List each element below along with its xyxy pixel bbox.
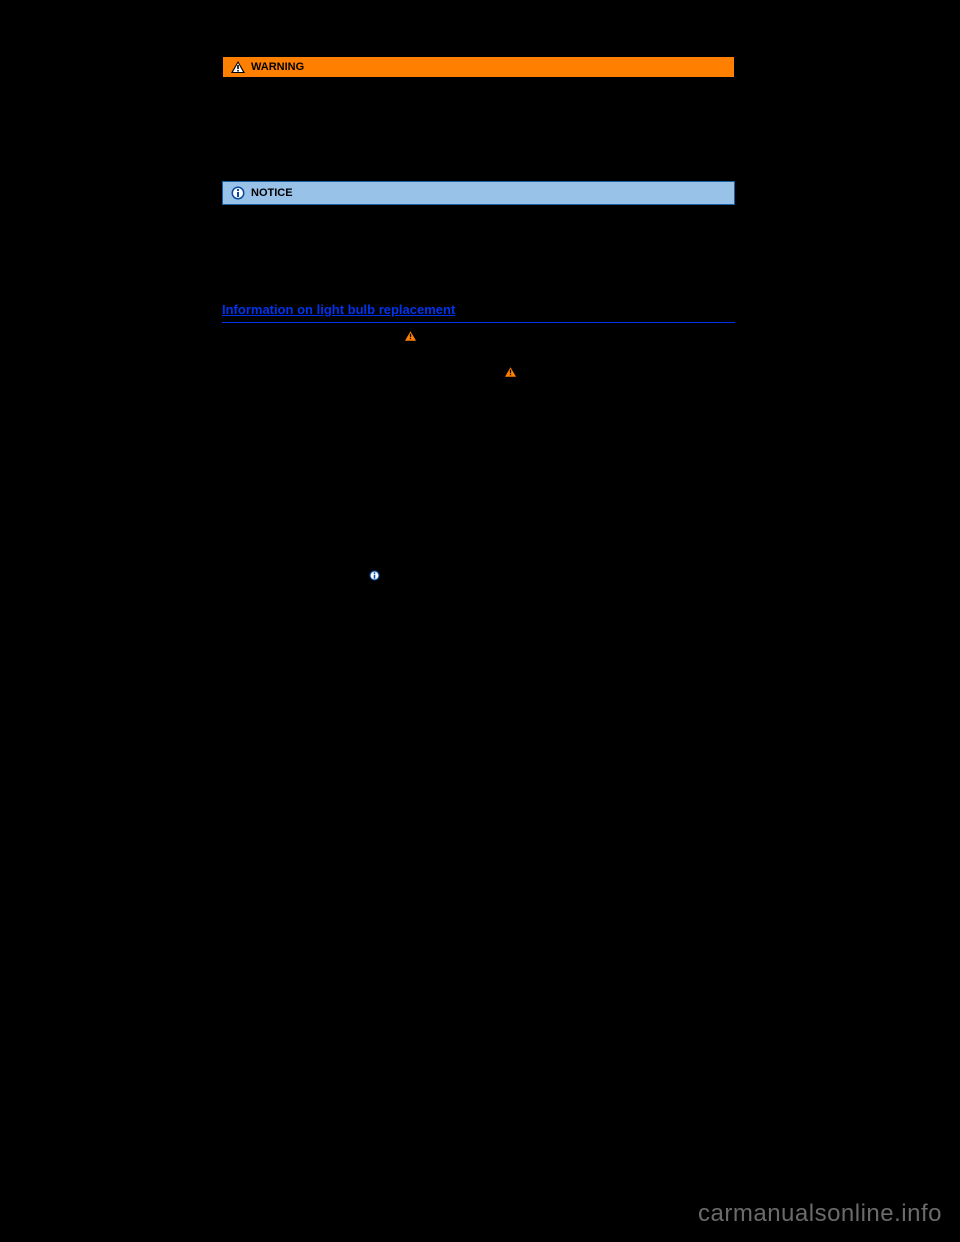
section-p1a: Please read and heed the WARNINGS [222,330,405,342]
warning-p3: Never replace a bulb unless you are fami… [234,118,735,161]
notice-body: Remove and reinstall the lights and bulb… [222,211,735,274]
section-title: Information on light bulb replacement [222,302,735,320]
warning-bar: WARNING [222,56,735,78]
warning-triangle-icon [231,61,245,73]
notice-circle-icon [231,186,245,200]
section-divider [222,322,735,323]
section-p2b: . [519,366,522,378]
checklist-heading: Checklist [222,387,735,401]
notice-bar: NOTICE [222,181,735,205]
item-2: Apply the parking brake , Braking, stopp… [222,427,735,441]
section-body: Please read and heed the WARNINGS before… [222,329,735,626]
inline-warning-icon-2 [505,368,519,380]
section-p1: Please read and heed the WARNINGS before… [222,329,735,359]
item-5: Automatic transmission: Move the shift l… [222,488,735,502]
section-p2a: Carry out all work only in the order des… [222,366,505,378]
item-8: Let the light bulbs cool down. [222,548,735,562]
item-9b: . [383,570,386,582]
inline-notice-icon [369,572,383,584]
item-6: Stop the engine and remove the key from … [222,508,735,522]
notice-p2: Make sure no water can get into the head… [234,228,735,242]
item-7: Manual transmission: Shift into a gear ,… [222,528,735,542]
notice-label: NOTICE [251,187,293,199]
notice-p1: Remove and reinstall the lights and bulb… [234,211,735,225]
warning-label: WARNING [251,61,304,73]
item-4: Move the turn signal lever to neutral po… [222,468,735,482]
watermark: carmanualsonline.info [698,1200,942,1228]
item-3: Turn the light switch to position O, Lig… [222,448,735,462]
warning-p2: Always let bulbs cool before replacing. [234,101,735,115]
item-9: Check for a blown fuse , Fuses . [222,569,735,585]
item-10: To replace a bulb, first remove the burn… [222,591,735,605]
section-p2: Carry out all work only in the order des… [222,365,735,381]
notice-p3: When reinstalling the bulb cover, make s… [234,245,735,273]
warning-body: H7 bulbs are pressurized and can explode… [222,84,735,161]
item-11: Always install a bulb that is identical … [222,611,735,625]
item-9a: Check for a blown fuse , Fuses [222,570,369,582]
warning-p1: H7 bulbs are pressurized and can explode… [234,84,735,98]
item-1: Park the vehicle on firm and level groun… [222,407,735,421]
inline-warning-icon [405,332,419,344]
